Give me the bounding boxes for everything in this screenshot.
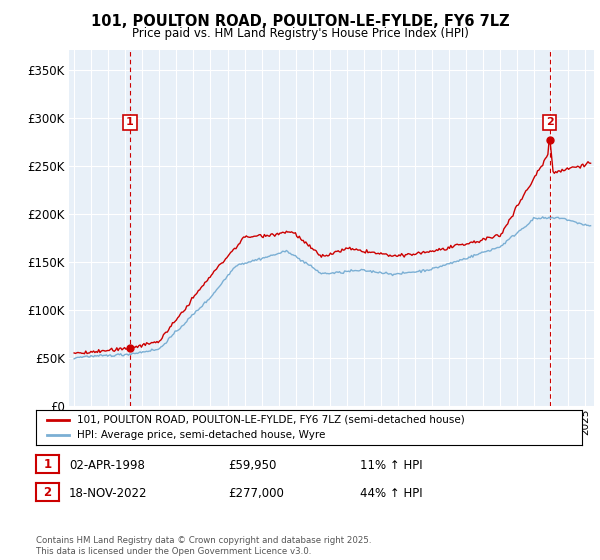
Text: £277,000: £277,000 xyxy=(228,487,284,500)
Text: Contains HM Land Registry data © Crown copyright and database right 2025.
This d: Contains HM Land Registry data © Crown c… xyxy=(36,536,371,556)
Text: HPI: Average price, semi-detached house, Wyre: HPI: Average price, semi-detached house,… xyxy=(77,430,325,440)
Text: 101, POULTON ROAD, POULTON-LE-FYLDE, FY6 7LZ (semi-detached house): 101, POULTON ROAD, POULTON-LE-FYLDE, FY6… xyxy=(77,414,465,424)
Text: 44% ↑ HPI: 44% ↑ HPI xyxy=(360,487,422,500)
Text: 2: 2 xyxy=(546,118,554,128)
Text: 11% ↑ HPI: 11% ↑ HPI xyxy=(360,459,422,472)
Text: 101, POULTON ROAD, POULTON-LE-FYLDE, FY6 7LZ: 101, POULTON ROAD, POULTON-LE-FYLDE, FY6… xyxy=(91,14,509,29)
Text: 1: 1 xyxy=(43,458,52,471)
Text: 18-NOV-2022: 18-NOV-2022 xyxy=(69,487,148,500)
Text: £59,950: £59,950 xyxy=(228,459,277,472)
Text: Price paid vs. HM Land Registry's House Price Index (HPI): Price paid vs. HM Land Registry's House … xyxy=(131,27,469,40)
Text: 1: 1 xyxy=(126,118,134,128)
Text: 02-APR-1998: 02-APR-1998 xyxy=(69,459,145,472)
Text: 2: 2 xyxy=(43,486,52,499)
